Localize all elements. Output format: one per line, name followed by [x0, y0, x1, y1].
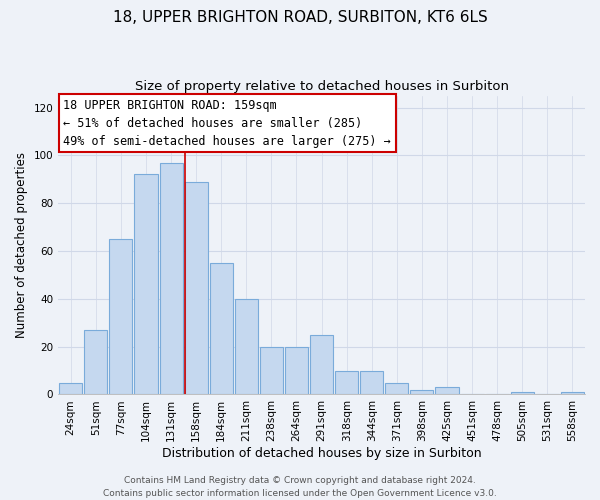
- Bar: [235, 299, 258, 394]
- Bar: [209, 263, 233, 394]
- Text: 18, UPPER BRIGHTON ROAD, SURBITON, KT6 6LS: 18, UPPER BRIGHTON ROAD, SURBITON, KT6 6…: [113, 10, 487, 25]
- Text: 18 UPPER BRIGHTON ROAD: 159sqm
← 51% of detached houses are smaller (285)
49% of: 18 UPPER BRIGHTON ROAD: 159sqm ← 51% of …: [64, 98, 391, 148]
- Bar: [260, 346, 283, 395]
- Bar: [436, 388, 458, 394]
- Bar: [59, 382, 82, 394]
- Bar: [84, 330, 107, 394]
- Bar: [410, 390, 433, 394]
- Bar: [185, 182, 208, 394]
- Bar: [109, 239, 133, 394]
- Bar: [285, 346, 308, 395]
- Bar: [160, 162, 182, 394]
- Bar: [310, 334, 333, 394]
- Bar: [511, 392, 534, 394]
- Bar: [134, 174, 158, 394]
- Bar: [360, 370, 383, 394]
- Bar: [385, 382, 409, 394]
- X-axis label: Distribution of detached houses by size in Surbiton: Distribution of detached houses by size …: [162, 447, 481, 460]
- Y-axis label: Number of detached properties: Number of detached properties: [15, 152, 28, 338]
- Bar: [335, 370, 358, 394]
- Bar: [561, 392, 584, 394]
- Text: Contains HM Land Registry data © Crown copyright and database right 2024.
Contai: Contains HM Land Registry data © Crown c…: [103, 476, 497, 498]
- Title: Size of property relative to detached houses in Surbiton: Size of property relative to detached ho…: [134, 80, 509, 93]
